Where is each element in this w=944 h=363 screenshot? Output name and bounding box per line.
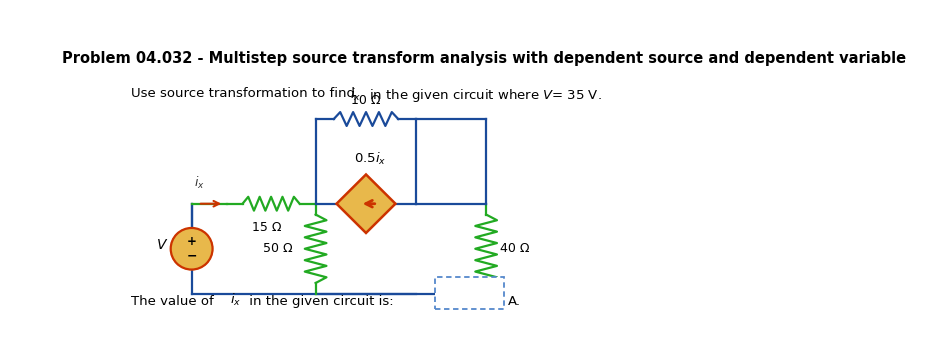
Text: $0.5i_x$: $0.5i_x$ [354,151,386,167]
Text: Problem 04.032 - Multistep source transform analysis with dependent source and d: Problem 04.032 - Multistep source transf… [61,50,906,66]
Text: in the given circuit is:: in the given circuit is: [244,295,394,308]
Text: Use source transformation to find: Use source transformation to find [131,87,360,100]
Text: 40 Ω: 40 Ω [500,242,530,255]
Text: $i_x$: $i_x$ [230,291,241,308]
Text: 15 Ω: 15 Ω [252,221,282,234]
Text: +: + [187,234,196,248]
Circle shape [171,228,212,270]
Text: $V$: $V$ [156,238,168,252]
Text: 10 Ω: 10 Ω [351,94,380,107]
Polygon shape [337,175,396,233]
Text: The value of: The value of [131,295,218,308]
Text: $i_x$: $i_x$ [194,175,205,191]
Text: −: − [186,250,197,263]
FancyBboxPatch shape [435,277,504,309]
Text: in the given circuit where $V$= 35 V.: in the given circuit where $V$= 35 V. [365,87,602,104]
Text: $i_x$: $i_x$ [350,87,362,103]
Text: 50 Ω: 50 Ω [262,242,293,255]
Text: A.: A. [508,295,521,308]
